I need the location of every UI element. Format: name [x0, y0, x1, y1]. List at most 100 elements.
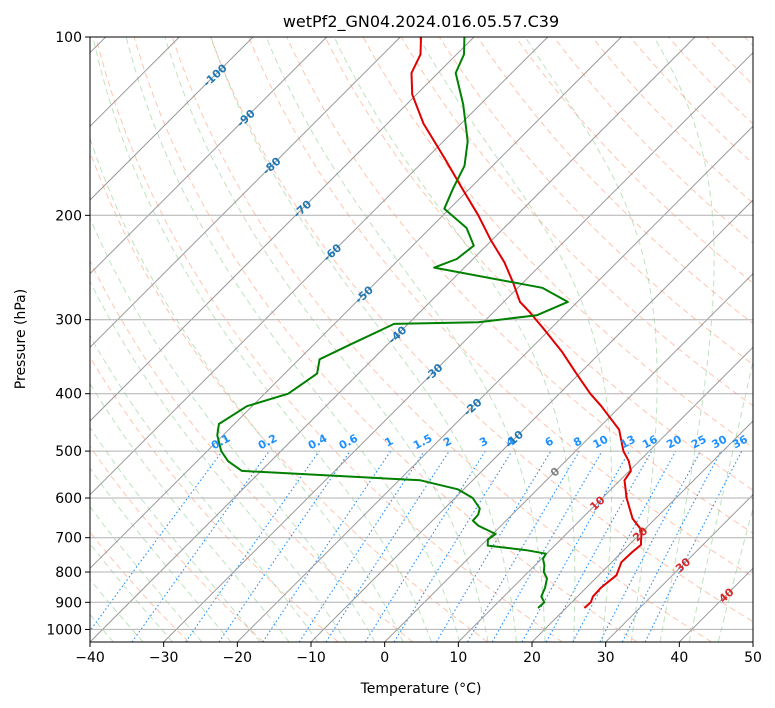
x-tick-label: −40 — [75, 650, 105, 666]
dry-adiabat — [90, 150, 488, 642]
mixing-ratio-line — [467, 450, 580, 642]
chart-title: wetPf2_GN04.2024.016.05.57.C39 — [283, 12, 559, 32]
dry-adiabat — [744, 37, 753, 47]
mixing-ratio-label: 3 — [477, 434, 490, 449]
moist-adiabat — [90, 505, 203, 642]
mixing-ratio-line — [364, 450, 486, 642]
isotherm — [310, 199, 753, 642]
dry-adiabat — [515, 37, 753, 284]
x-tick-label: −10 — [296, 650, 326, 666]
mixing-ratio-line — [131, 450, 270, 642]
moist-adiabat — [90, 382, 290, 642]
mixing-ratio-line — [262, 450, 392, 642]
temperature-profile-line — [410, 37, 643, 609]
y-tick-label: 200 — [55, 208, 82, 224]
isotherm — [90, 37, 696, 642]
moist-adiabat — [125, 37, 461, 642]
moist-adiabat — [333, 37, 576, 642]
x-tick-label: 10 — [449, 650, 467, 666]
dry-adiabat — [90, 356, 339, 642]
isotherm — [531, 420, 753, 642]
y-tick-label: 1000 — [46, 622, 82, 638]
moist-adiabat — [688, 358, 753, 642]
isotherm — [90, 37, 475, 422]
mixing-ratio-line — [325, 450, 450, 642]
dry-adiabat — [90, 259, 414, 642]
x-tick-label: 20 — [523, 650, 541, 666]
isotherm — [678, 567, 753, 642]
isotherm — [90, 37, 254, 201]
isotherm — [90, 37, 622, 570]
mixing-ratio-label: 10 — [591, 433, 611, 452]
mixing-ratio-line — [185, 450, 320, 642]
mixing-ratio-line — [572, 450, 677, 642]
mixing-ratio-label: 1 — [383, 434, 396, 449]
mixing-ratio-label: 16 — [640, 433, 660, 452]
x-tick-label: −30 — [149, 650, 179, 666]
mixing-ratio-label: 1.5 — [411, 432, 434, 453]
moist-adiabat — [90, 578, 144, 642]
dry-adiabat — [629, 37, 753, 165]
moist-adiabat — [92, 37, 432, 642]
y-tick-label: 300 — [55, 313, 82, 329]
mixing-ratio-line — [218, 450, 351, 642]
x-tick-label: 30 — [597, 650, 615, 666]
dry-adiabat — [171, 37, 712, 642]
isotherm — [90, 37, 549, 496]
mixing-ratio-label: 8 — [571, 434, 584, 449]
x-axis-label: Temperature (°C) — [360, 681, 482, 697]
mixing-ratio-label: 30 — [710, 433, 730, 452]
isotherm — [752, 641, 753, 642]
mixing-ratio-line — [545, 450, 653, 642]
mixing-ratio-label: 13 — [618, 433, 638, 452]
moist-adiabat — [210, 37, 517, 642]
mixing-ratio-label: 0.1 — [209, 432, 232, 453]
dry-adiabat — [95, 37, 563, 642]
y-tick-label: 400 — [55, 387, 82, 403]
x-tick-label: −20 — [223, 650, 253, 666]
moist-adiabat — [524, 37, 658, 642]
mixing-ratio-label: 36 — [730, 433, 750, 452]
mixing-ratio-line — [393, 450, 513, 642]
isotherm — [163, 51, 753, 642]
dry-adiabat — [400, 37, 753, 407]
y-tick-label: 600 — [55, 491, 82, 507]
mixing-ratio-line — [599, 450, 701, 642]
moist-adiabat — [418, 37, 613, 642]
moist-adiabat — [90, 216, 376, 642]
moist-adiabat — [653, 37, 715, 642]
x-tick-label: 0 — [380, 650, 389, 666]
plot-frame — [89, 36, 754, 643]
mixing-ratio-label: 20 — [664, 433, 684, 452]
isotherm — [605, 493, 753, 642]
moist-adiabat — [90, 334, 319, 642]
mixing-ratio-line — [435, 450, 552, 642]
dry-adiabat — [210, 37, 753, 623]
mixing-ratio-label: 6 — [543, 434, 556, 449]
mixing-ratio-label: 25 — [689, 433, 709, 452]
isotherm — [384, 272, 753, 642]
isotherm — [90, 37, 401, 349]
mixing-ratio-line — [491, 450, 603, 642]
isotherm — [457, 346, 753, 642]
x-tick-label: 40 — [670, 650, 688, 666]
dry-adiabat — [90, 445, 264, 642]
isotherm — [90, 37, 328, 275]
mixing-ratio-line — [90, 450, 223, 632]
y-tick-label: 900 — [55, 595, 82, 611]
moist-adiabat — [90, 426, 261, 642]
dry-adiabat — [133, 37, 638, 642]
x-tick-label: 50 — [744, 650, 762, 666]
dry-adiabat — [248, 37, 753, 578]
y-tick-label: 800 — [55, 565, 82, 581]
dewpoint-profile-line — [216, 37, 569, 609]
dry-adiabat — [668, 37, 753, 125]
moist-adiabat — [90, 542, 173, 642]
moist-adiabat — [717, 506, 753, 642]
moist-adiabat — [164, 37, 489, 642]
dry-adiabat — [477, 37, 753, 325]
y-axis-label: Pressure (hPa) — [13, 289, 29, 389]
isotherm — [236, 125, 753, 642]
mixing-ratio-line — [521, 450, 630, 642]
